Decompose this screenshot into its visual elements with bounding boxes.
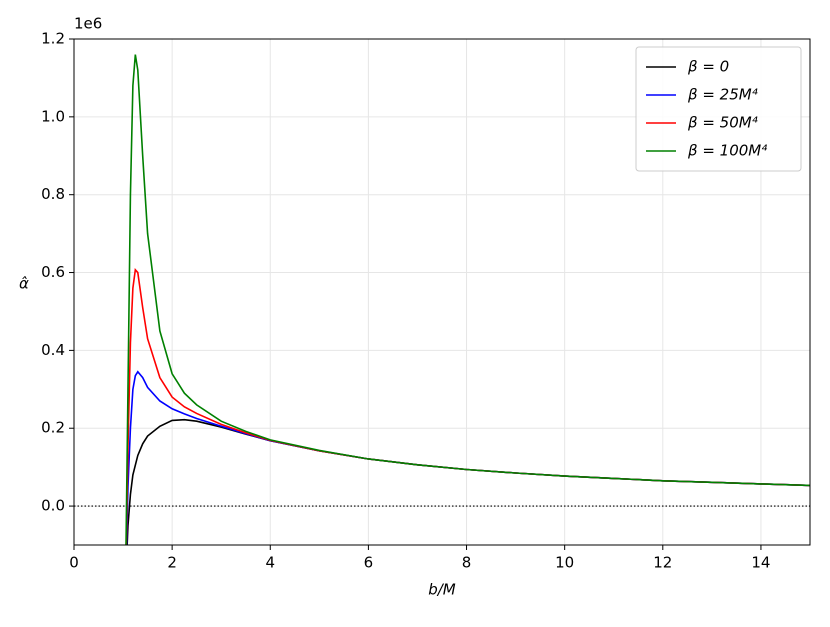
offset-text: 1e6 [74,15,102,33]
x-tick-label: 10 [555,554,574,572]
y-tick-label: 0.0 [41,497,65,515]
x-tick-label: 2 [167,554,177,572]
legend-label: β = 50M⁴ [687,114,758,132]
series-line [125,370,810,545]
x-axis-label: b/M [428,581,456,599]
legend-box [635,46,802,172]
series-line [125,54,810,545]
x-tick-label: 6 [364,554,374,572]
x-tick-label: 8 [462,554,472,572]
series-line [125,267,810,545]
x-tick-label: 4 [265,554,275,572]
legend-label: β = 100M⁴ [687,142,767,160]
x-tick-label: 0 [69,554,79,572]
y-axis-label: α̂ [19,275,29,293]
y-tick-label: 0.8 [41,185,65,203]
y-tick-label: 0.2 [41,419,65,437]
plot-lines [125,54,810,545]
y-tick-label: 0.4 [41,341,65,359]
x-tick-label: 12 [653,554,672,572]
legend-label: β = 25M⁴ [687,86,758,104]
x-tick-label: 14 [751,554,770,572]
legend-label: β = 0 [687,58,729,76]
y-tick-label: 1.2 [41,30,65,48]
plot-frame [73,38,811,546]
y-tick-label: 1.0 [41,107,65,125]
y-tick-label: 0.6 [41,263,65,281]
